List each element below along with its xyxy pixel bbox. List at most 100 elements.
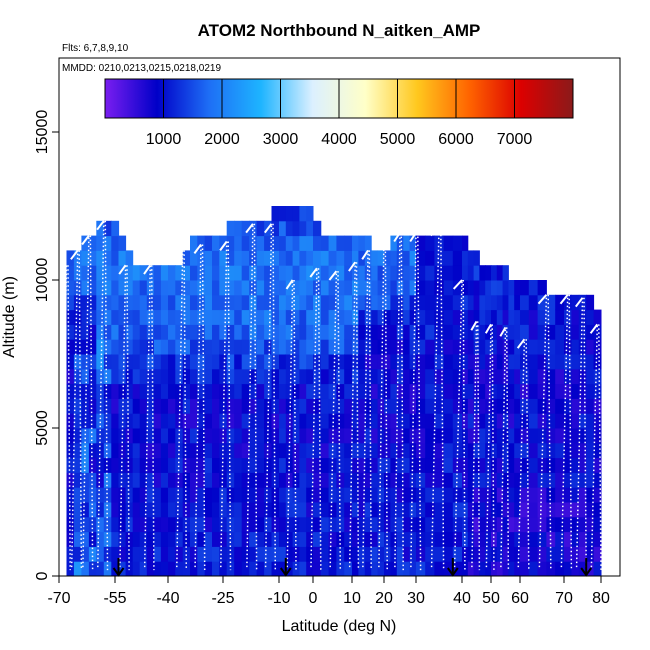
colorbar-tick-label: 7000 [497,131,533,148]
heatmap-cell [279,442,287,459]
heatmap-cell [434,324,445,340]
heatmap-cell [416,265,426,281]
heatmap-cell [586,531,595,547]
heatmap-cell [416,235,426,251]
heatmap-cell [528,309,539,325]
heatmap-cell [485,413,492,429]
heatmap-cell [234,487,243,503]
heatmap-cell [434,428,445,444]
heatmap-cell [160,531,169,547]
heatmap-cell [425,428,435,444]
heatmap-cell [462,294,469,311]
heatmap-cell [443,487,454,503]
heatmap-cell [571,531,580,547]
heatmap-cell [467,487,475,503]
heatmap-cell [299,398,307,414]
heatmap-cell [182,368,191,385]
heatmap-cell [473,413,480,429]
heatmap-cell [204,250,213,266]
heatmap-cell [491,472,498,488]
heatmap-cell [473,368,480,385]
heatmap-cell [139,428,148,444]
heatmap-cell [485,354,492,370]
heatmap-cell [241,368,250,385]
heatmap-cell [111,368,120,385]
heatmap-cell [467,368,475,385]
heatmap-cell [390,413,398,429]
heatmap-cell [256,280,265,296]
heatmap-cell [313,413,322,429]
heatmap-cell [175,354,184,370]
heatmap-cell [502,324,509,340]
heatmap-cell [234,531,243,547]
heatmap-cell [299,442,307,459]
heatmap-cell [111,502,120,518]
heatmap-cell [66,250,75,266]
heatmap-cell [249,531,258,547]
heatmap-cell [571,428,580,444]
heatmap-cell [425,487,435,503]
heatmap-cell [364,398,372,414]
heatmap-cell [403,516,411,533]
heatmap-cell [479,516,486,533]
heatmap-cell [336,368,345,385]
heatmap-cell [125,309,134,325]
heatmap-cell [546,294,556,311]
heatmap-cell [344,442,353,459]
heatmap-cell [111,546,120,562]
heatmap-cell [279,398,287,414]
heatmap-cell [139,294,148,311]
heatmap-cell [168,294,176,311]
heatmap-cell [479,265,486,281]
heatmap-cell [328,383,337,399]
heatmap-cell [190,516,198,533]
heatmap-cell [377,324,385,340]
heatmap-cell [118,502,127,518]
heatmap-cell [197,383,206,399]
heatmap-cell [313,472,322,488]
heatmap-cell [279,206,287,222]
heatmap-cell [462,324,469,340]
heatmap-cell [96,546,105,562]
heatmap-cell [132,502,141,518]
heatmap-cell [434,250,445,266]
heatmap-cell [371,472,379,488]
heatmap-cell [546,368,556,385]
heatmap-cell [496,324,504,340]
heatmap-cell [593,398,602,414]
flight-profile-descent [150,265,155,571]
heatmap-cell [403,457,411,473]
heatmap-cell [452,294,463,311]
heatmap-cell [285,546,294,562]
heatmap-cell [514,294,521,311]
heatmap-cell [132,531,141,547]
heatmap-cell [586,457,595,473]
heatmap-cell [66,413,75,429]
heatmap-cell [256,487,265,503]
heatmap-cell [279,250,287,266]
heatmap-cell [514,309,521,325]
heatmap-cell [528,368,539,385]
x-tick-label: 60 [511,590,529,607]
heatmap-cell [197,561,206,577]
heatmap-cell [306,206,314,222]
heatmap-cell [88,413,97,429]
heatmap-cell [175,428,184,444]
heatmap-cell [586,354,595,370]
heatmap-cell [66,516,75,533]
heatmap-cell [264,487,273,503]
heatmap-cell [384,487,391,503]
flight-profile-ascent [430,226,440,568]
heatmap-cell [313,516,322,533]
heatmap-cell [96,354,105,370]
heatmap-cell [425,561,435,577]
heatmap-cell [485,561,492,577]
heatmap-cell [299,502,307,518]
heatmap-cell [358,235,366,251]
heatmap-cell [197,324,206,340]
heatmap-cell [514,368,521,385]
heatmap-cell [320,235,330,251]
heatmap-cell [564,516,572,533]
heatmap-cell [508,368,515,385]
flight-profile-ascent [362,250,369,568]
